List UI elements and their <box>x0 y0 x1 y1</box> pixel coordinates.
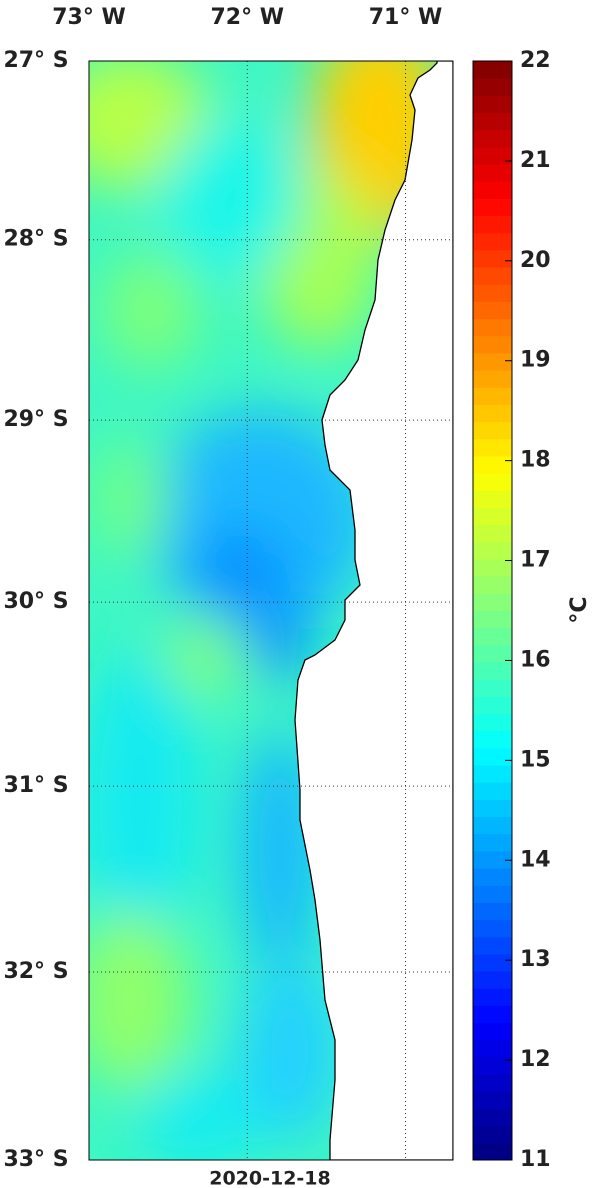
lat-tick-label: 32° S <box>3 959 68 984</box>
lat-tick-label: 30° S <box>3 589 68 614</box>
colorbar-band <box>473 919 512 938</box>
colorbar-band <box>473 129 512 148</box>
colorbar-band <box>473 318 512 337</box>
colorbar-tick-label: 21 <box>520 148 551 173</box>
colorbar-band <box>473 490 512 508</box>
colorbar-band <box>473 627 512 646</box>
colorbar-band <box>473 473 512 491</box>
colorbar-band <box>473 1125 512 1144</box>
colorbar-band <box>473 1108 512 1127</box>
colorbar-tick-label: 12 <box>520 1047 551 1072</box>
lat-tick-label: 31° S <box>3 773 68 798</box>
colorbar-tick-label: 20 <box>520 248 551 273</box>
colorbar-band <box>473 644 512 663</box>
colorbar-tick-label: 16 <box>520 647 551 672</box>
colorbar-band <box>473 868 512 886</box>
colorbar-band <box>473 301 512 320</box>
lon-tick-label: 71° W <box>369 5 443 30</box>
colorbar-band <box>473 335 512 354</box>
colorbar-band <box>473 730 512 749</box>
colorbar-band <box>473 455 512 474</box>
colorbar-band <box>473 438 512 457</box>
colorbar-band <box>473 112 512 131</box>
colorbar-tick-label: 14 <box>520 847 551 872</box>
colorbar-band <box>473 593 512 611</box>
colorbar-band <box>473 558 512 577</box>
colorbar-band <box>473 78 512 96</box>
lat-tick-label: 33° S <box>3 1147 68 1172</box>
colorbar-tick-label: 22 <box>520 48 551 73</box>
colorbar-band <box>473 765 512 783</box>
colorbar-band <box>473 782 512 800</box>
colorbar-band <box>473 387 512 405</box>
colorbar-band <box>473 799 512 818</box>
colorbar-band <box>473 421 512 440</box>
colorbar-band <box>473 198 512 217</box>
colorbar-band <box>473 902 512 921</box>
colorbar-band <box>473 1091 512 1109</box>
colorbar-band <box>473 61 512 79</box>
colorbar-band <box>473 1074 512 1092</box>
land <box>294 61 453 1160</box>
colorbar-tick-label: 15 <box>520 747 551 772</box>
colorbar-band <box>473 164 512 182</box>
colorbar-band <box>473 232 512 251</box>
colorbar-tick-label: 18 <box>520 448 551 473</box>
colorbar-band <box>473 850 512 869</box>
lat-tick-label: 28° S <box>3 227 68 252</box>
lon-tick-label: 73° W <box>52 5 126 30</box>
colorbar-band <box>473 249 512 268</box>
lat-tick-label: 27° S <box>3 48 68 73</box>
colorbar-band <box>473 507 512 526</box>
colorbar-band <box>473 1142 512 1161</box>
colorbar-band <box>473 610 512 629</box>
colorbar-tick-label: 19 <box>520 348 551 373</box>
colorbar-band <box>473 816 512 835</box>
map-frame <box>88 60 454 1161</box>
colorbar-band <box>473 713 512 732</box>
colorbar-band <box>473 953 512 972</box>
colorbar-band <box>473 936 512 955</box>
date-label: 2020-12-18 <box>209 1168 331 1188</box>
colorbar-band <box>473 679 512 697</box>
lat-tick-label: 29° S <box>3 407 68 432</box>
lon-tick-label: 72° W <box>210 5 284 30</box>
colorbar-band <box>473 284 512 302</box>
colorbar-label: °C <box>567 596 592 623</box>
colorbar-tick-label: 13 <box>520 947 551 972</box>
colorbar-band <box>473 1005 512 1024</box>
colorbar-band <box>473 541 512 560</box>
colorbar-band <box>473 267 512 285</box>
colorbar-band <box>473 988 512 1006</box>
colorbar-band <box>473 352 512 371</box>
colorbar-band <box>473 747 512 766</box>
colorbar-band <box>473 146 512 165</box>
colorbar-band <box>473 404 512 423</box>
colorbar-band <box>473 662 512 680</box>
colorbar-band <box>473 1039 512 1058</box>
colorbar-band <box>473 1056 512 1075</box>
colorbar-band <box>473 524 512 543</box>
colorbar-tick-label: 11 <box>520 1147 551 1172</box>
colorbar-band <box>473 885 512 903</box>
colorbar-tick-label: 17 <box>520 548 551 573</box>
colorbar-band <box>473 95 512 114</box>
colorbar-band <box>473 1022 512 1041</box>
sst-field <box>89 61 453 1160</box>
colorbar-band <box>473 696 512 715</box>
colorbar-band <box>473 576 512 594</box>
colorbar-frame <box>472 60 513 1161</box>
colorbar-band <box>473 181 512 199</box>
colorbar-band <box>473 370 512 388</box>
colorbar-band <box>473 215 512 234</box>
colorbar-band <box>473 833 512 852</box>
colorbar-band <box>473 971 512 989</box>
